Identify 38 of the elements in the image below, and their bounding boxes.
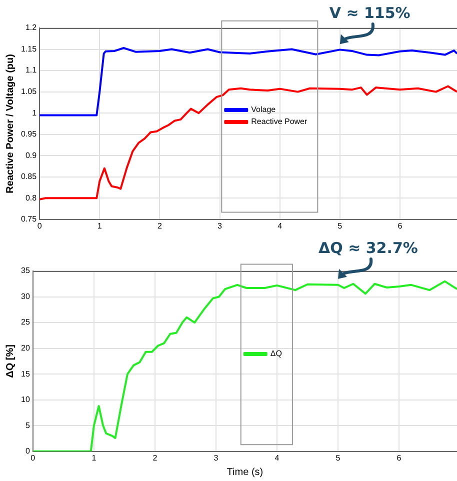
y-tick-label: 10	[20, 395, 30, 404]
y-tick-label: 25	[20, 318, 30, 327]
y-tick-label: 15	[20, 369, 30, 378]
x-tick-label: 2	[152, 453, 158, 462]
y-tick-label: 1	[32, 108, 38, 118]
legend-label: Reactive Power	[251, 117, 308, 126]
x-tick-label: 1	[92, 453, 97, 462]
y-tick-label: 0	[25, 446, 30, 456]
y-tick-label: 1.05	[20, 87, 38, 96]
y-axis-title: ΔQ [%]	[4, 344, 16, 378]
x-tick-label: 4	[274, 453, 280, 462]
x-axis-title: Time (s)	[226, 466, 264, 478]
annotation: V ≈ 115%	[329, 4, 410, 22]
y-tick-label: 30	[20, 292, 30, 301]
legend-label: ΔQ	[270, 349, 282, 358]
y-tick-label: 1.1	[25, 66, 38, 75]
x-tick-label: 3	[214, 453, 219, 462]
x-tick-label: 2	[157, 221, 162, 230]
y-tick-label: 20	[20, 344, 30, 353]
annotation: ΔQ ≈ 32.7%	[318, 239, 418, 257]
x-tick-label: 3	[218, 221, 223, 230]
x-tick-label: 5	[338, 221, 343, 230]
y-tick-label: 1.2	[25, 23, 38, 32]
x-tick-label: 1	[97, 221, 102, 230]
y-tick-label: 0.85	[20, 172, 38, 182]
y-tick-label: 0.8	[25, 193, 38, 202]
y-tick-label: 0.9	[25, 150, 38, 160]
y-tick-label: 35	[20, 266, 30, 276]
x-tick-label: 5	[336, 453, 341, 462]
x-tick-label: 6	[398, 221, 403, 230]
y-tick-label: 5	[25, 420, 30, 430]
y-axis-title: Reactive Power / Voltage (pu)	[4, 54, 16, 194]
y-tick-label: 0.75	[20, 214, 38, 224]
x-tick-label: 4	[278, 221, 283, 230]
legend-label: Volage	[251, 105, 276, 114]
y-tick-label: 1.15	[20, 44, 38, 54]
y-tick-label: 0.95	[20, 130, 38, 139]
x-tick-label: 6	[396, 453, 402, 462]
